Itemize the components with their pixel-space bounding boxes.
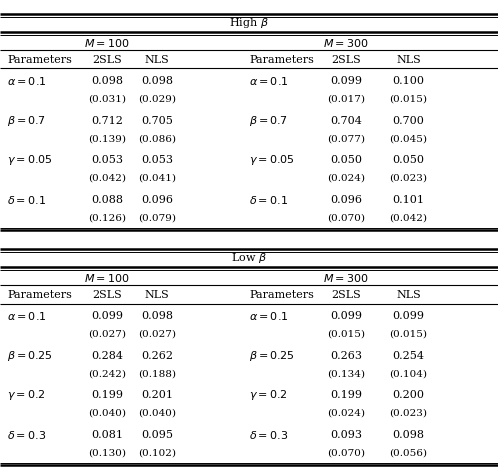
Text: 0.099: 0.099 [330, 76, 362, 86]
Text: 0.201: 0.201 [141, 390, 173, 400]
Text: Low $\beta$: Low $\beta$ [231, 251, 267, 266]
Text: Parameters: Parameters [249, 290, 314, 300]
Text: (0.024): (0.024) [327, 409, 365, 418]
Text: 0.284: 0.284 [91, 351, 123, 361]
Text: (0.040): (0.040) [138, 409, 176, 418]
Text: 2SLS: 2SLS [92, 55, 122, 65]
Text: (0.045): (0.045) [389, 134, 427, 143]
Text: NLS: NLS [144, 290, 169, 300]
Text: (0.023): (0.023) [389, 174, 427, 182]
Text: (0.104): (0.104) [389, 369, 427, 378]
Text: 0.099: 0.099 [91, 312, 123, 322]
Text: $\beta = 0.7$: $\beta = 0.7$ [249, 114, 288, 128]
Text: 0.096: 0.096 [330, 195, 362, 205]
Text: 2SLS: 2SLS [331, 290, 361, 300]
Text: 0.705: 0.705 [141, 116, 173, 126]
Text: (0.070): (0.070) [327, 448, 365, 457]
Text: 0.262: 0.262 [141, 351, 173, 361]
Text: (0.042): (0.042) [389, 213, 427, 222]
Text: $\gamma = 0.2$: $\gamma = 0.2$ [249, 389, 287, 402]
Text: 0.098: 0.098 [141, 76, 173, 86]
Text: $M = 300$: $M = 300$ [323, 272, 369, 284]
Text: 0.053: 0.053 [91, 155, 123, 165]
Text: 0.095: 0.095 [141, 430, 173, 440]
Text: 0.099: 0.099 [330, 312, 362, 322]
Text: High $\beta$: High $\beta$ [229, 16, 269, 30]
Text: 0.199: 0.199 [330, 390, 362, 400]
Text: (0.041): (0.041) [138, 174, 176, 182]
Text: $\gamma = 0.05$: $\gamma = 0.05$ [249, 153, 295, 167]
Text: $\delta = 0.1$: $\delta = 0.1$ [249, 194, 288, 206]
Text: $M = 100$: $M = 100$ [84, 272, 130, 284]
Text: $\beta = 0.25$: $\beta = 0.25$ [249, 349, 295, 363]
Text: (0.015): (0.015) [389, 330, 427, 339]
Text: $\beta = 0.25$: $\beta = 0.25$ [7, 349, 53, 363]
Text: 0.093: 0.093 [330, 430, 362, 440]
Text: 0.712: 0.712 [91, 116, 123, 126]
Text: (0.015): (0.015) [327, 330, 365, 339]
Text: (0.102): (0.102) [138, 448, 176, 457]
Text: Parameters: Parameters [7, 55, 72, 65]
Text: (0.027): (0.027) [138, 330, 176, 339]
Text: (0.031): (0.031) [88, 95, 126, 104]
Text: 0.096: 0.096 [141, 195, 173, 205]
Text: 0.088: 0.088 [91, 195, 123, 205]
Text: 0.700: 0.700 [392, 116, 424, 126]
Text: 0.050: 0.050 [330, 155, 362, 165]
Text: 0.099: 0.099 [392, 312, 424, 322]
Text: Parameters: Parameters [7, 290, 72, 300]
Text: 0.081: 0.081 [91, 430, 123, 440]
Text: (0.015): (0.015) [389, 95, 427, 104]
Text: (0.056): (0.056) [389, 448, 427, 457]
Text: $\gamma = 0.05$: $\gamma = 0.05$ [7, 153, 53, 167]
Text: (0.070): (0.070) [327, 213, 365, 222]
Text: (0.017): (0.017) [327, 95, 365, 104]
Text: 2SLS: 2SLS [331, 55, 361, 65]
Text: 2SLS: 2SLS [92, 290, 122, 300]
Text: (0.188): (0.188) [138, 369, 176, 378]
Text: NLS: NLS [396, 290, 421, 300]
Text: $\alpha = 0.1$: $\alpha = 0.1$ [7, 310, 47, 323]
Text: 0.199: 0.199 [91, 390, 123, 400]
Text: $\alpha = 0.1$: $\alpha = 0.1$ [249, 310, 288, 323]
Text: (0.079): (0.079) [138, 213, 176, 222]
Text: 0.053: 0.053 [141, 155, 173, 165]
Text: $\alpha = 0.1$: $\alpha = 0.1$ [249, 75, 288, 87]
Text: $\delta = 0.3$: $\delta = 0.3$ [7, 429, 47, 441]
Text: $M = 100$: $M = 100$ [84, 37, 130, 49]
Text: NLS: NLS [396, 55, 421, 65]
Text: (0.029): (0.029) [138, 95, 176, 104]
Text: $\gamma = 0.2$: $\gamma = 0.2$ [7, 389, 46, 402]
Text: NLS: NLS [144, 55, 169, 65]
Text: (0.040): (0.040) [88, 409, 126, 418]
Text: (0.139): (0.139) [88, 134, 126, 143]
Text: $\delta = 0.1$: $\delta = 0.1$ [7, 194, 46, 206]
Text: $\beta = 0.7$: $\beta = 0.7$ [7, 114, 46, 128]
Text: (0.023): (0.023) [389, 409, 427, 418]
Text: (0.024): (0.024) [327, 174, 365, 182]
Text: (0.077): (0.077) [327, 134, 365, 143]
Text: 0.200: 0.200 [392, 390, 424, 400]
Text: 0.263: 0.263 [330, 351, 362, 361]
Text: 0.101: 0.101 [392, 195, 424, 205]
Text: (0.134): (0.134) [327, 369, 365, 378]
Text: (0.242): (0.242) [88, 369, 126, 378]
Text: 0.098: 0.098 [91, 76, 123, 86]
Text: $\alpha = 0.1$: $\alpha = 0.1$ [7, 75, 47, 87]
Text: 0.050: 0.050 [392, 155, 424, 165]
Text: $M = 300$: $M = 300$ [323, 37, 369, 49]
Text: 0.098: 0.098 [141, 312, 173, 322]
Text: Parameters: Parameters [249, 55, 314, 65]
Text: (0.027): (0.027) [88, 330, 126, 339]
Text: (0.086): (0.086) [138, 134, 176, 143]
Text: 0.098: 0.098 [392, 430, 424, 440]
Text: (0.130): (0.130) [88, 448, 126, 457]
Text: (0.042): (0.042) [88, 174, 126, 182]
Text: 0.100: 0.100 [392, 76, 424, 86]
Text: (0.126): (0.126) [88, 213, 126, 222]
Text: $\delta = 0.3$: $\delta = 0.3$ [249, 429, 288, 441]
Text: 0.704: 0.704 [330, 116, 362, 126]
Text: 0.254: 0.254 [392, 351, 424, 361]
